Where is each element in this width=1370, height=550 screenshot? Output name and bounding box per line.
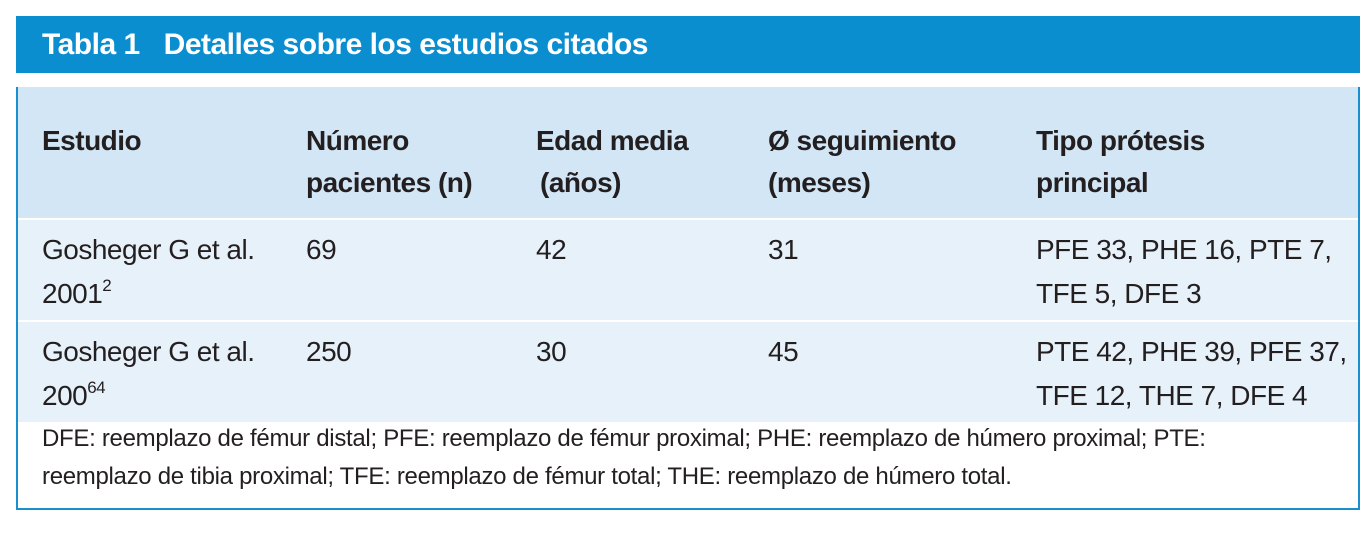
header-study: Estudio [18,87,306,219]
table-container: Estudio Número pacientes (n) Edad media … [18,87,1358,422]
footnote-line2: reemplazo de tibia proximal; TFE: reempl… [42,463,1012,490]
table-number: Tabla 1 [42,27,140,61]
header-prosthesis-line2: principal [1036,167,1149,198]
table-row: Gosheger G et al. 20012 69 42 31 PFE 33,… [18,219,1358,321]
studies-table: Estudio Número pacientes (n) Edad media … [18,87,1358,422]
cell-patients: 69 [306,234,337,265]
study-year-value: 200 [42,380,88,411]
study-name: Gosheger G et al. [42,336,255,367]
table-title: Detalles sobre los estudios citados [163,27,649,61]
study-year-value: 2001 [42,278,103,309]
header-followup-line1: Ø seguimiento [768,125,956,156]
prosthesis-line1: PTE 42, PHE 39, PFE 37, [1036,336,1347,367]
prosthesis-line2: TFE 12, THE 7, DFE 4 [1036,380,1308,411]
study-reference: 2 [102,275,112,295]
cell-followup: 45 [768,336,799,367]
header-age-line1: Edad media [536,125,689,156]
prosthesis-line2: TFE 5, DFE 3 [1036,278,1202,309]
cell-prosthesis: PTE 42, PHE 39, PFE 37, TFE 12, THE 7, D… [1036,321,1358,422]
cell-age: 42 [536,234,567,265]
cell-followup: 31 [768,234,799,265]
cell-prosthesis: PFE 33, PHE 16, PTE 7, TFE 5, DFE 3 [1036,219,1358,321]
header-study-line1: Estudio [42,125,142,156]
study-name: Gosheger G et al. [42,234,255,265]
cell-patients: 250 [306,336,352,367]
table-footnote: DFE: reemplazo de fémur distal; PFE: ree… [42,420,1342,496]
title-spacer [16,73,1360,87]
header-age: Edad media (años) [536,87,768,219]
cell-study: Gosheger G et al. 20012 [18,219,306,321]
table-frame [16,16,1360,510]
footnote-line1: DFE: reemplazo de fémur distal; PFE: ree… [42,425,1206,452]
cell-study: Gosheger G et al. 20064 [18,321,306,422]
header-age-line2: (años) [540,167,622,198]
study-year: 20012 [42,272,306,316]
header-patients-line1: Número [306,125,409,156]
header-patients-line2: pacientes (n) [306,167,473,198]
header-prosthesis: Tipo prótesis principal [1036,87,1358,219]
table-row: Gosheger G et al. 20064 250 30 45 PTE 42… [18,321,1358,422]
header-row: Estudio Número pacientes (n) Edad media … [18,87,1358,219]
header-prosthesis-line1: Tipo prótesis [1036,125,1205,156]
prosthesis-line1: PFE 33, PHE 16, PTE 7, [1036,234,1332,265]
study-year: 20064 [42,374,306,418]
header-followup: Ø seguimiento (meses) [768,87,1036,219]
cell-age: 30 [536,336,567,367]
header-followup-line2: (meses) [768,167,871,198]
table-title-bar: Tabla 1 Detalles sobre los estudios cita… [16,16,1360,73]
header-patients: Número pacientes (n) [306,87,536,219]
study-reference: 64 [87,377,106,397]
